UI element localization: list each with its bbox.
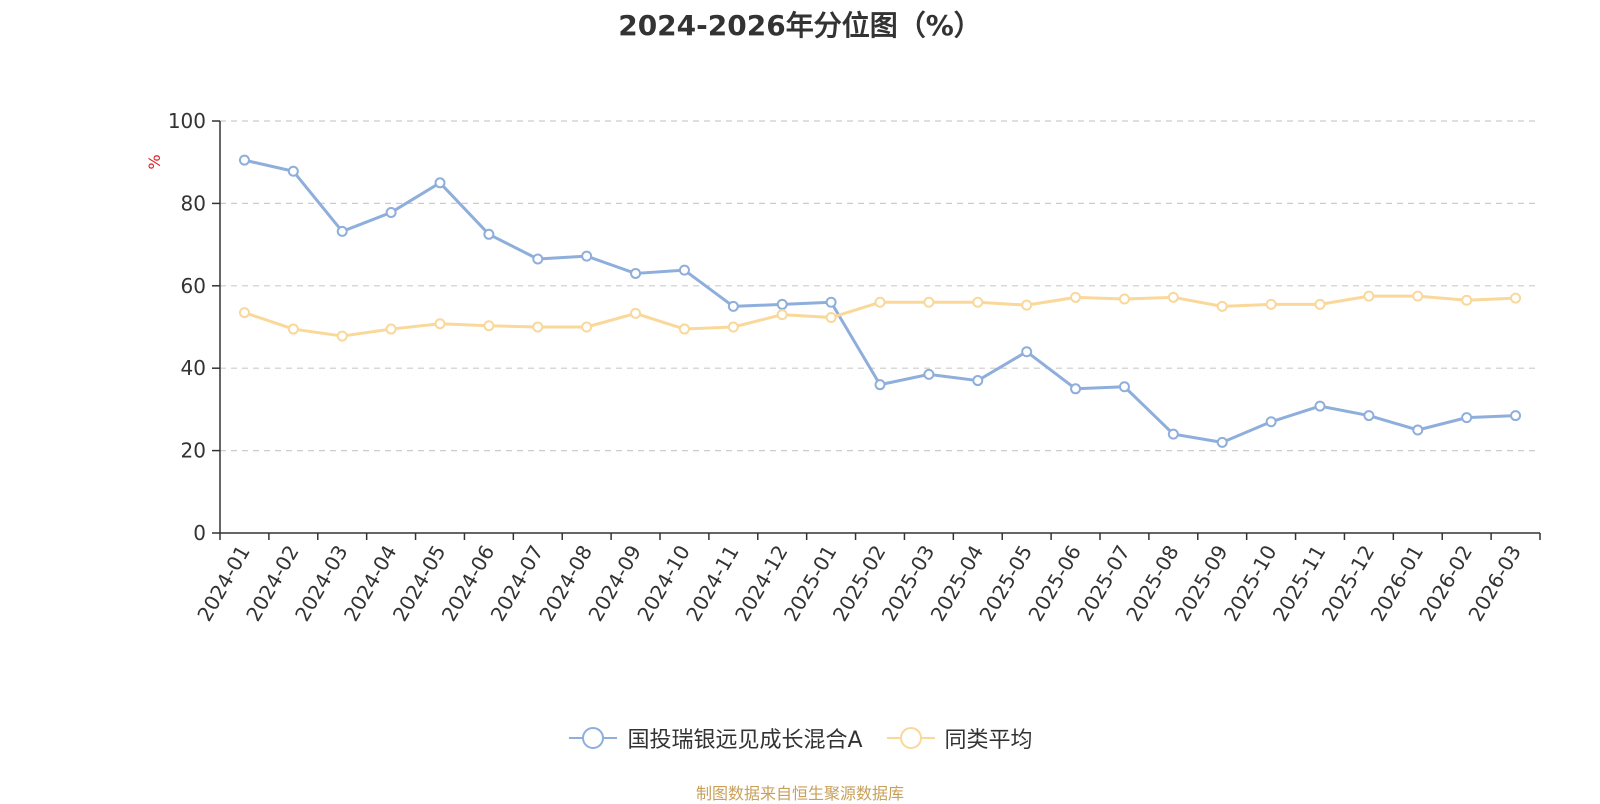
data-point[interactable] (1021, 346, 1033, 358)
data-point[interactable] (1167, 291, 1179, 303)
data-point[interactable] (727, 300, 739, 312)
y-tick-label: 20 (181, 439, 206, 463)
data-point[interactable] (287, 323, 299, 335)
data-point[interactable] (874, 379, 886, 391)
data-point[interactable] (923, 368, 935, 380)
data-point[interactable] (776, 309, 788, 321)
data-point[interactable] (1118, 381, 1130, 393)
chart-title: 2024-2026年分位图（%） (618, 9, 982, 42)
data-point[interactable] (483, 228, 495, 240)
axes: 0204060801002024-012024-022024-032024-04… (168, 109, 1541, 625)
data-point[interactable] (1461, 294, 1473, 306)
data-point[interactable] (776, 298, 788, 310)
data-point[interactable] (1363, 410, 1375, 422)
data-point[interactable] (1314, 298, 1326, 310)
data-point[interactable] (972, 296, 984, 308)
data-point[interactable] (1216, 436, 1228, 448)
series-layer (238, 154, 1522, 448)
legend-item-fund[interactable]: 国投瑞银远见成长混合A (567, 722, 863, 754)
data-point[interactable] (678, 323, 690, 335)
data-point[interactable] (434, 177, 446, 189)
data-point[interactable] (825, 312, 837, 324)
data-point[interactable] (1314, 400, 1326, 412)
data-point[interactable] (1118, 293, 1130, 305)
data-point[interactable] (678, 264, 690, 276)
y-axis-unit-label: % (145, 154, 164, 169)
data-point[interactable] (581, 321, 593, 333)
data-point[interactable] (336, 225, 348, 237)
data-point[interactable] (972, 375, 984, 387)
data-point[interactable] (532, 321, 544, 333)
data-point[interactable] (238, 307, 250, 319)
data-point[interactable] (287, 165, 299, 177)
legend-item-peer-average[interactable]: 同类平均 (885, 722, 1033, 754)
data-point[interactable] (1412, 424, 1424, 436)
y-tick-label: 40 (181, 356, 206, 380)
data-point[interactable] (727, 321, 739, 333)
data-point[interactable] (1167, 428, 1179, 440)
data-point[interactable] (630, 307, 642, 319)
legend: 国投瑞银远见成长混合A 同类平均 (0, 722, 1600, 754)
data-point[interactable] (1265, 298, 1277, 310)
data-point[interactable] (874, 296, 886, 308)
data-point[interactable] (483, 320, 495, 332)
y-tick-label: 100 (168, 109, 206, 133)
data-point[interactable] (1363, 290, 1375, 302)
data-point[interactable] (1021, 299, 1033, 311)
data-point[interactable] (532, 253, 544, 265)
data-point[interactable] (630, 267, 642, 279)
legend-marker-fund-icon (569, 727, 618, 749)
data-point[interactable] (1265, 416, 1277, 428)
data-point[interactable] (1461, 412, 1473, 424)
data-point[interactable] (1510, 292, 1522, 304)
y-tick-label: 60 (181, 274, 206, 298)
source-note: 制图数据来自恒生聚源数据库 (695, 784, 904, 803)
data-point[interactable] (1216, 300, 1228, 312)
data-point[interactable] (385, 206, 397, 218)
data-point[interactable] (238, 154, 250, 166)
series-0 (238, 154, 1522, 448)
data-point[interactable] (1070, 383, 1082, 395)
data-point[interactable] (1070, 291, 1082, 303)
legend-label-fund: 国投瑞银远见成长混合A (627, 728, 863, 753)
series-1 (238, 290, 1522, 342)
legend-marker-peer-average-icon (886, 727, 935, 749)
data-point[interactable] (923, 296, 935, 308)
data-point[interactable] (336, 330, 348, 342)
data-point[interactable] (1510, 410, 1522, 422)
grid-lines (220, 120, 1540, 452)
legend-label-peer-average: 同类平均 (944, 728, 1033, 753)
data-point[interactable] (434, 318, 446, 330)
y-tick-label: 0 (193, 521, 206, 545)
data-point[interactable] (825, 296, 837, 308)
data-point[interactable] (581, 250, 593, 262)
data-point[interactable] (1412, 290, 1424, 302)
y-tick-label: 80 (181, 191, 206, 215)
data-point[interactable] (385, 323, 397, 335)
